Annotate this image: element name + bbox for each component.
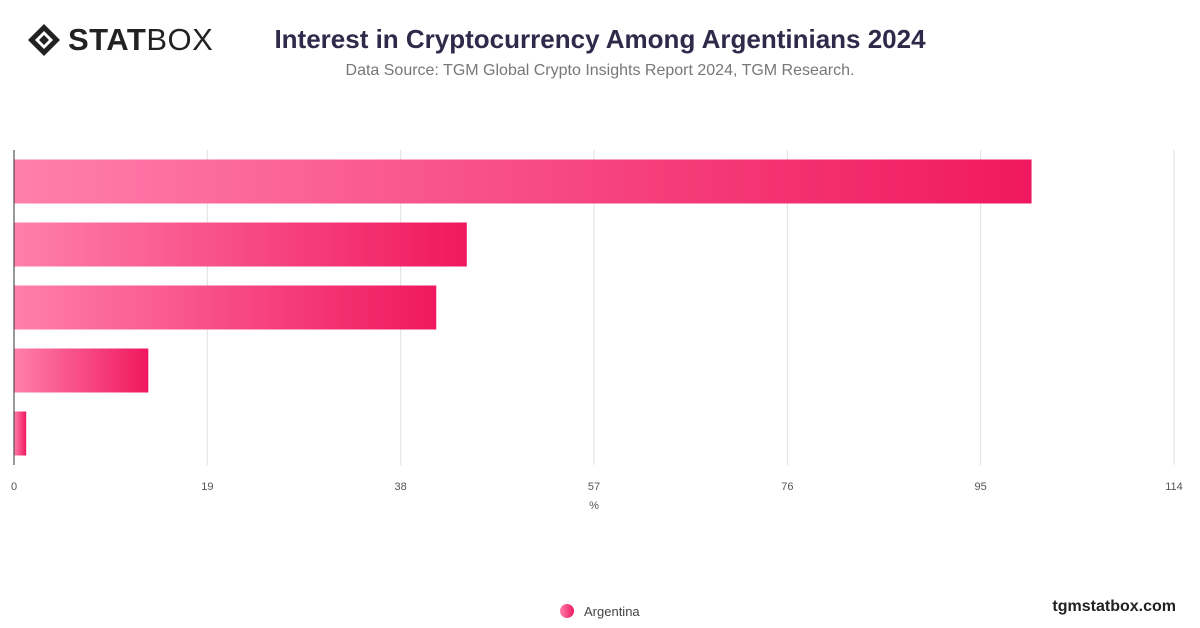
x-tick-label: 95 [975, 481, 987, 493]
logo-text-bold: STAT [68, 22, 147, 57]
site-url: tgmstatbox.com [1052, 598, 1176, 615]
x-tick-label: 19 [201, 481, 213, 493]
logo-text-light: BOX [146, 22, 214, 57]
x-axis-ticks: 0 19 38 57 76 95 114 [11, 481, 1183, 493]
statbox-logo: STATBOX [26, 22, 213, 58]
x-tick-label: 114 [1165, 481, 1183, 493]
legend-label-argentina: Argentina [584, 603, 640, 619]
bar[interactable] [14, 222, 467, 267]
statbox-diamond-icon [28, 24, 60, 56]
x-tick-label: 0 [11, 481, 17, 493]
bar[interactable] [14, 285, 437, 330]
bar[interactable] [14, 348, 149, 393]
legend-swatch-icon [560, 604, 574, 618]
chart-subtitle: Data Source: TGM Global Crypto Insights … [345, 62, 855, 79]
x-axis-label: % [589, 500, 599, 512]
bar[interactable] [14, 159, 1032, 204]
legend[interactable]: Argentina [560, 602, 640, 620]
bar[interactable] [14, 411, 27, 456]
x-tick-label: 38 [395, 481, 407, 493]
chart-title: Interest in Cryptocurrency Among Argenti… [274, 24, 926, 54]
x-tick-label: 76 [781, 481, 793, 493]
bars [14, 159, 1032, 456]
x-tick-label: 57 [588, 481, 600, 493]
logo-text: STATBOX [68, 22, 213, 58]
